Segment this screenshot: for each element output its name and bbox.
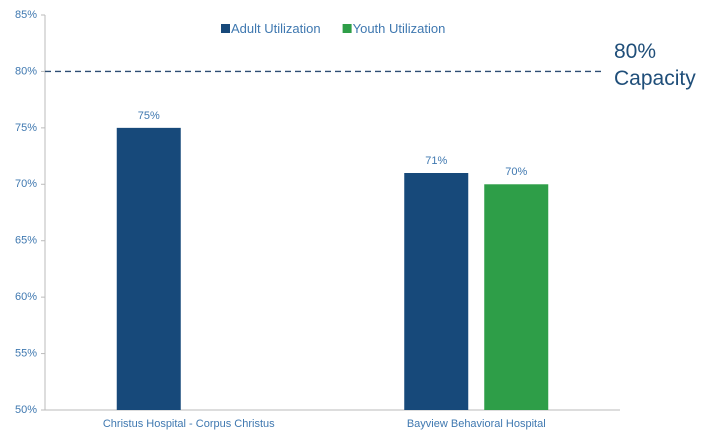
value-label: 75% (138, 110, 160, 122)
bar (484, 184, 549, 410)
y-tick-label: 85% (15, 9, 37, 21)
y-tick-label: 80% (15, 65, 37, 77)
y-tick-label: 75% (15, 122, 37, 134)
legend-label: Adult Utilization (231, 21, 321, 36)
y-tick-label: 55% (15, 347, 37, 359)
value-label: 70% (505, 166, 527, 178)
legend-swatch (221, 24, 230, 33)
reference-label: 80% Capacity (614, 40, 696, 90)
bar (404, 173, 469, 410)
value-label: 71% (425, 155, 447, 167)
y-tick-label: 50% (15, 404, 37, 416)
y-tick-label: 70% (15, 178, 37, 190)
legend-swatch (342, 24, 352, 33)
y-tick-label: 60% (15, 291, 37, 303)
legend-label: Youth Utilization (353, 21, 446, 36)
y-tick-label: 65% (15, 235, 37, 247)
bar (116, 127, 181, 410)
x-tick-label: Christus Hospital - Corpus Christus (103, 418, 275, 430)
x-tick-label: Bayview Behavioral Hospital (407, 418, 546, 430)
